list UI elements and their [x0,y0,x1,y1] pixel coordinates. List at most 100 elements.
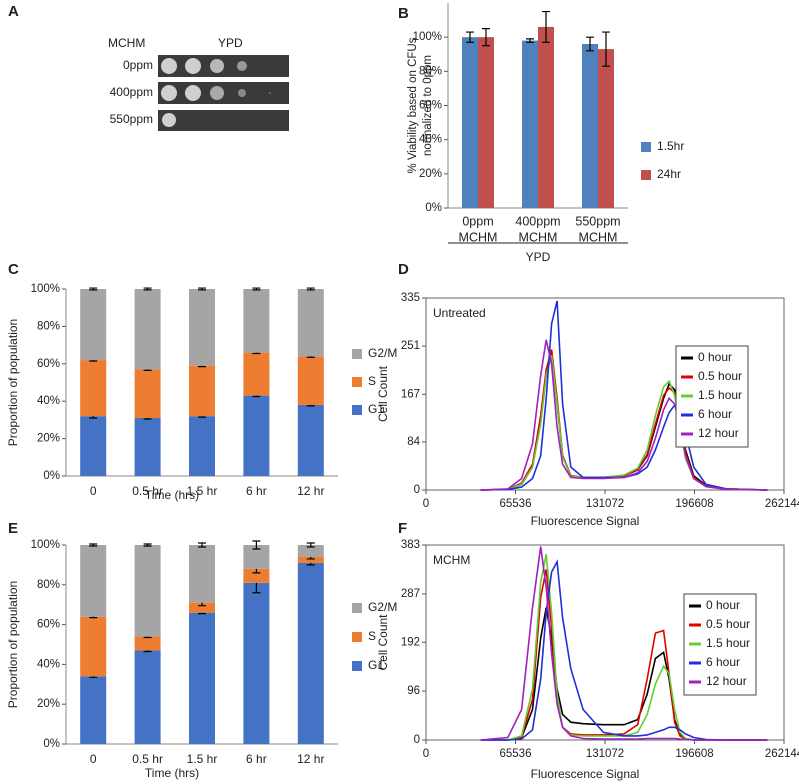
y-tick-label: 60% [37,619,60,631]
bar-segment [80,360,107,417]
y-tick-label: 383 [401,539,420,551]
y-tick-label: 84 [407,436,420,448]
bar-segment [243,395,270,476]
error-bar [143,543,152,547]
x-tick-label: MCHM [459,230,498,244]
annotation: Untreated [433,306,486,320]
legend-swatch [641,142,651,152]
y-tick-label: 167 [401,388,420,400]
bar [538,26,554,208]
x-tick-label: 1.5 hr [187,752,218,766]
error-bar [143,287,152,291]
bar-segment [297,404,324,476]
x-tick-label: 6 hr [246,752,267,766]
x-axis-label: Time (hrs) [145,766,199,780]
legend-swatch [641,170,651,180]
x-tick-label: 196608 [675,498,713,510]
y-axis-label: Proportion of population [6,581,20,708]
legend-label: 6 hour [706,655,740,669]
x-tick-label: 0.5 hr [132,752,163,766]
y-tick-label: 287 [401,588,420,600]
error-bar [252,287,261,291]
column-label: MCHM [108,36,145,50]
legend-swatch [352,661,362,671]
y-tick-label: 80% [419,65,442,77]
y-tick-label: 80% [37,320,60,332]
error-bar [466,31,474,43]
panel-letter: E [8,520,18,537]
x-tick-label: 0 [423,748,429,760]
y-axis-label-line: % Viability based on CFUs [407,37,419,173]
x-tick-label: 0ppm [462,214,493,228]
row-label: 550ppm [110,112,153,126]
annotation: MCHM [433,553,470,567]
bar-segment [189,416,215,476]
y-axis-label: % Viability based on CFUs normalized to 0… [407,37,434,173]
legend-swatch [352,377,362,387]
panel-a: A MCHM YPD 0ppm 400ppm 550ppm [8,3,289,131]
y-tick-label: 100% [31,539,60,551]
error-bar [252,540,261,550]
error-bar [306,287,315,291]
panel-letter: F [398,520,407,537]
legend-swatch [352,632,362,642]
y-tick-label: 80% [37,579,60,591]
legend-swatch [352,405,362,415]
y-tick-label: 40% [37,395,60,407]
x-tick-label: 0 [90,752,97,766]
bar-segment [243,289,270,353]
legend-label: 1.5hr [657,139,684,153]
y-axis-label: Cell Count [376,365,390,422]
bar-segment [134,545,161,637]
bar-segment [134,636,161,651]
bar-segment [243,568,270,583]
legend-label: 0.5 hour [698,369,742,383]
bar-segment [134,650,161,744]
bar [598,49,614,208]
y-tick-label: 0 [414,734,420,746]
x-tick-label: 550ppm [575,214,620,228]
bar-segment [134,289,161,370]
legend-label: 0.5 hour [706,617,750,631]
bar-segment [134,418,161,476]
y-tick-label: 60% [419,100,442,112]
bar [462,37,478,208]
panel-letter: B [398,5,409,22]
y-axis-label-line: normalized to 0ppm [422,55,434,156]
panel-letter: D [398,261,409,278]
y-tick-label: 0 [414,484,420,496]
x-tick-label: 65536 [500,748,532,760]
legend-label: 6 hour [698,407,732,421]
column-label: YPD [218,36,243,50]
legend-swatch [352,349,362,359]
legend-label: 1.5 hour [706,636,750,650]
bar-segment [297,562,324,744]
y-axis-label: Cell Count [376,614,390,671]
bar-segment [189,289,215,366]
error-bar [89,543,98,547]
bar-segment [134,369,161,419]
x-tick-label: 262144 [765,498,799,510]
bar-segment [243,545,270,569]
bar-segment [189,602,215,613]
bar-segment [297,289,324,357]
legend-label: G2/M [368,600,397,614]
legend-label: S [368,629,376,643]
error-bar [542,10,550,43]
x-tick-label: 131072 [586,498,624,510]
y-axis-label: Proportion of population [6,319,20,446]
y-tick-label: 335 [401,292,420,304]
y-tick-label: 0% [43,738,60,750]
x-tick-label: 6 hr [246,484,267,498]
error-bar [306,542,315,548]
bar-segment [80,289,107,361]
error-bar [586,36,594,52]
bar [582,44,598,208]
x-tick-label: 0 [90,484,97,498]
y-tick-label: 20% [37,698,60,710]
legend-label: 24hr [657,167,681,181]
panel-letter: A [8,3,19,20]
bar-segment [80,676,107,744]
bar-segment [243,582,270,744]
